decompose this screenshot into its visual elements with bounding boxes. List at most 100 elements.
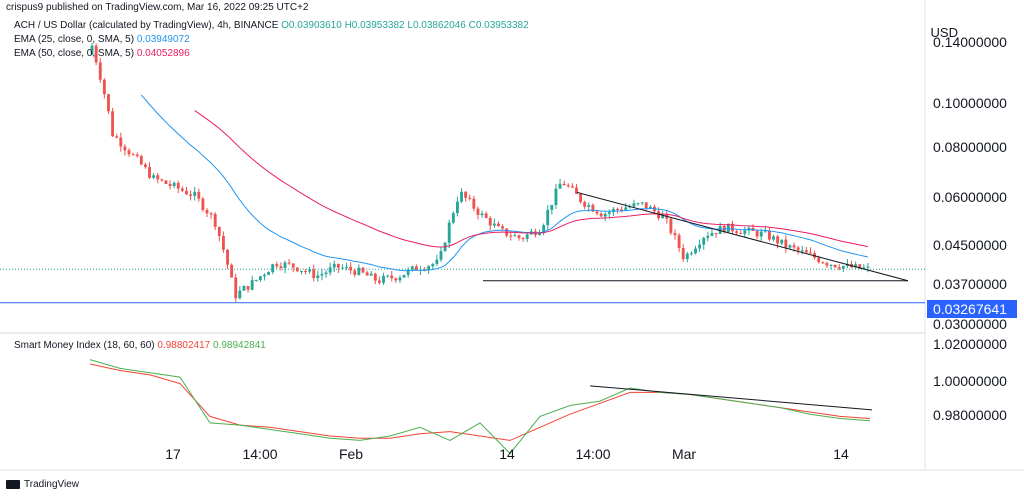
candle-body	[205, 209, 209, 214]
candle-body	[312, 269, 316, 279]
currency-label[interactable]: USD	[930, 25, 958, 40]
candle-body	[616, 208, 619, 210]
ohlc-high: H0.03953382	[344, 20, 405, 31]
candle-body	[854, 264, 858, 268]
candle-body	[435, 259, 439, 265]
candle-body	[234, 277, 238, 299]
candle-body	[139, 156, 143, 165]
candle-body	[98, 62, 102, 80]
smi-legend[interactable]: Smart Money Index (18, 60, 60) 0.9880241…	[14, 340, 266, 351]
candle-body	[640, 202, 644, 204]
candle-body	[230, 264, 234, 278]
x-tick-label: 14:00	[575, 446, 611, 462]
ema25-legend[interactable]: EMA (25, close, 0, SMA, 5) 0.03949072	[14, 34, 190, 45]
candle-body	[739, 232, 743, 234]
candle-body	[550, 204, 554, 210]
candle-body	[726, 223, 730, 233]
candle-body	[587, 205, 591, 207]
candle-body	[254, 279, 258, 281]
candle-body	[657, 211, 661, 219]
smi-value-1: 0.98802417	[157, 340, 211, 351]
candle-body	[554, 188, 558, 205]
current-price-tag: 0.03267641	[927, 300, 1017, 318]
smi-tick-label: 1.02000000	[933, 336, 1007, 352]
candle-body	[111, 111, 115, 137]
candle-body	[414, 266, 418, 271]
candle-body	[189, 194, 193, 196]
candle-body	[858, 264, 862, 269]
candle-body	[295, 267, 299, 272]
candle-body	[772, 236, 775, 240]
candle-body	[90, 45, 94, 55]
ema25-label: EMA (25, close, 0, SMA, 5)	[14, 34, 135, 45]
candle-body	[258, 276, 262, 280]
candle-body	[263, 274, 266, 277]
candle-body	[731, 223, 734, 232]
candle-body	[611, 208, 615, 213]
candle-body	[390, 275, 394, 279]
candle-body	[488, 217, 492, 226]
candle-body	[767, 230, 771, 240]
candle-body	[841, 265, 845, 269]
candle-body	[226, 249, 229, 265]
candle-body	[324, 272, 328, 275]
candle-body	[402, 274, 406, 278]
candle-body	[759, 231, 763, 237]
candle-body	[677, 235, 681, 248]
candle-body	[238, 290, 242, 299]
candle-body	[681, 247, 685, 260]
candle-body	[291, 263, 295, 268]
candle-body	[250, 280, 254, 290]
candle-body	[636, 203, 640, 205]
candle-body	[644, 202, 648, 209]
candle-body	[119, 137, 123, 147]
candle-body	[673, 232, 677, 236]
candle-body	[694, 248, 697, 254]
candle-body	[246, 286, 250, 290]
candle-body	[784, 239, 788, 248]
candle-body	[866, 266, 870, 268]
candle-body	[172, 182, 176, 186]
candle-body	[176, 182, 180, 189]
candle-body	[107, 94, 110, 112]
footer-brand-label: TradingView	[24, 479, 80, 490]
x-tick-label: 14	[833, 446, 849, 462]
price-tick-label: 0.06000000	[933, 189, 1007, 205]
candle-body	[718, 226, 722, 234]
candle-body	[431, 264, 435, 267]
candle-body	[156, 175, 160, 180]
publisher-line: crispus9 published on TradingView.com, M…	[6, 2, 309, 13]
x-tick-label: Mar	[671, 446, 697, 462]
candle-body	[620, 209, 624, 211]
candle-body	[607, 212, 611, 214]
candle-body	[788, 245, 792, 248]
smi-label: Smart Money Index (18, 60, 60)	[14, 340, 155, 351]
candle-body	[804, 250, 808, 253]
candle-body	[439, 251, 443, 260]
candle-body	[283, 262, 287, 269]
candle-body	[480, 213, 484, 216]
candle-body	[304, 270, 307, 272]
candle-body	[821, 262, 825, 264]
candle-body	[809, 252, 812, 254]
candle-body	[755, 230, 759, 237]
candle-body	[386, 275, 390, 277]
candle-body	[164, 180, 168, 184]
candle-body	[160, 179, 164, 181]
candle-body	[410, 266, 414, 270]
x-tick-label: 14:00	[242, 446, 278, 462]
candle-body	[501, 226, 505, 229]
footer-brand[interactable]: TradingView	[6, 479, 79, 490]
candle-body	[193, 191, 197, 196]
smi-value-2: 0.98942841	[213, 340, 266, 351]
candle-body	[373, 273, 377, 281]
candle-body	[447, 222, 451, 243]
candle-body	[197, 191, 201, 199]
candle-body	[361, 267, 365, 273]
ohlc-close: C0.03953382	[468, 20, 529, 31]
candle-body	[763, 230, 767, 232]
ema50-value: 0.04052896	[136, 48, 190, 59]
ema50-legend[interactable]: EMA (50, close, 0, SMA, 5) 0.04052896	[14, 48, 190, 59]
x-tick-label: 17	[165, 446, 181, 462]
